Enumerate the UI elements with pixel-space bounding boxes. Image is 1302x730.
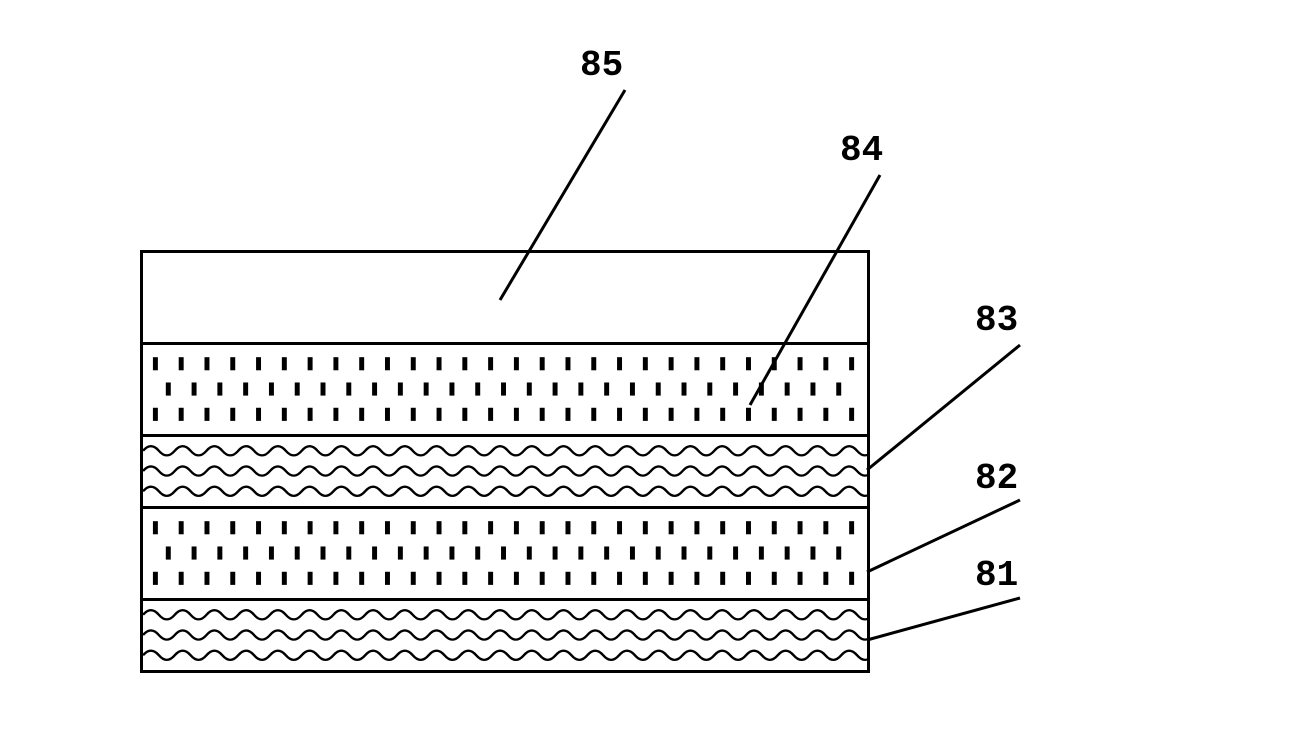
- wave-pattern: [143, 610, 867, 660]
- layer-82: [140, 506, 870, 601]
- label-81: 81: [975, 555, 1018, 596]
- layer-stack-diagram: [140, 250, 870, 680]
- layer-83: [140, 434, 870, 509]
- leader-81: [867, 598, 1020, 640]
- dashed-pattern: [153, 521, 854, 585]
- leader-83: [867, 345, 1020, 470]
- label-82: 82: [975, 458, 1018, 499]
- label-84: 84: [840, 130, 883, 171]
- wave-pattern: [143, 446, 867, 496]
- layer-81: [140, 598, 870, 673]
- layer-84: [140, 342, 870, 437]
- dashed-pattern: [153, 357, 854, 421]
- label-83: 83: [975, 300, 1018, 341]
- label-85: 85: [580, 45, 623, 86]
- layer-85: [140, 250, 870, 345]
